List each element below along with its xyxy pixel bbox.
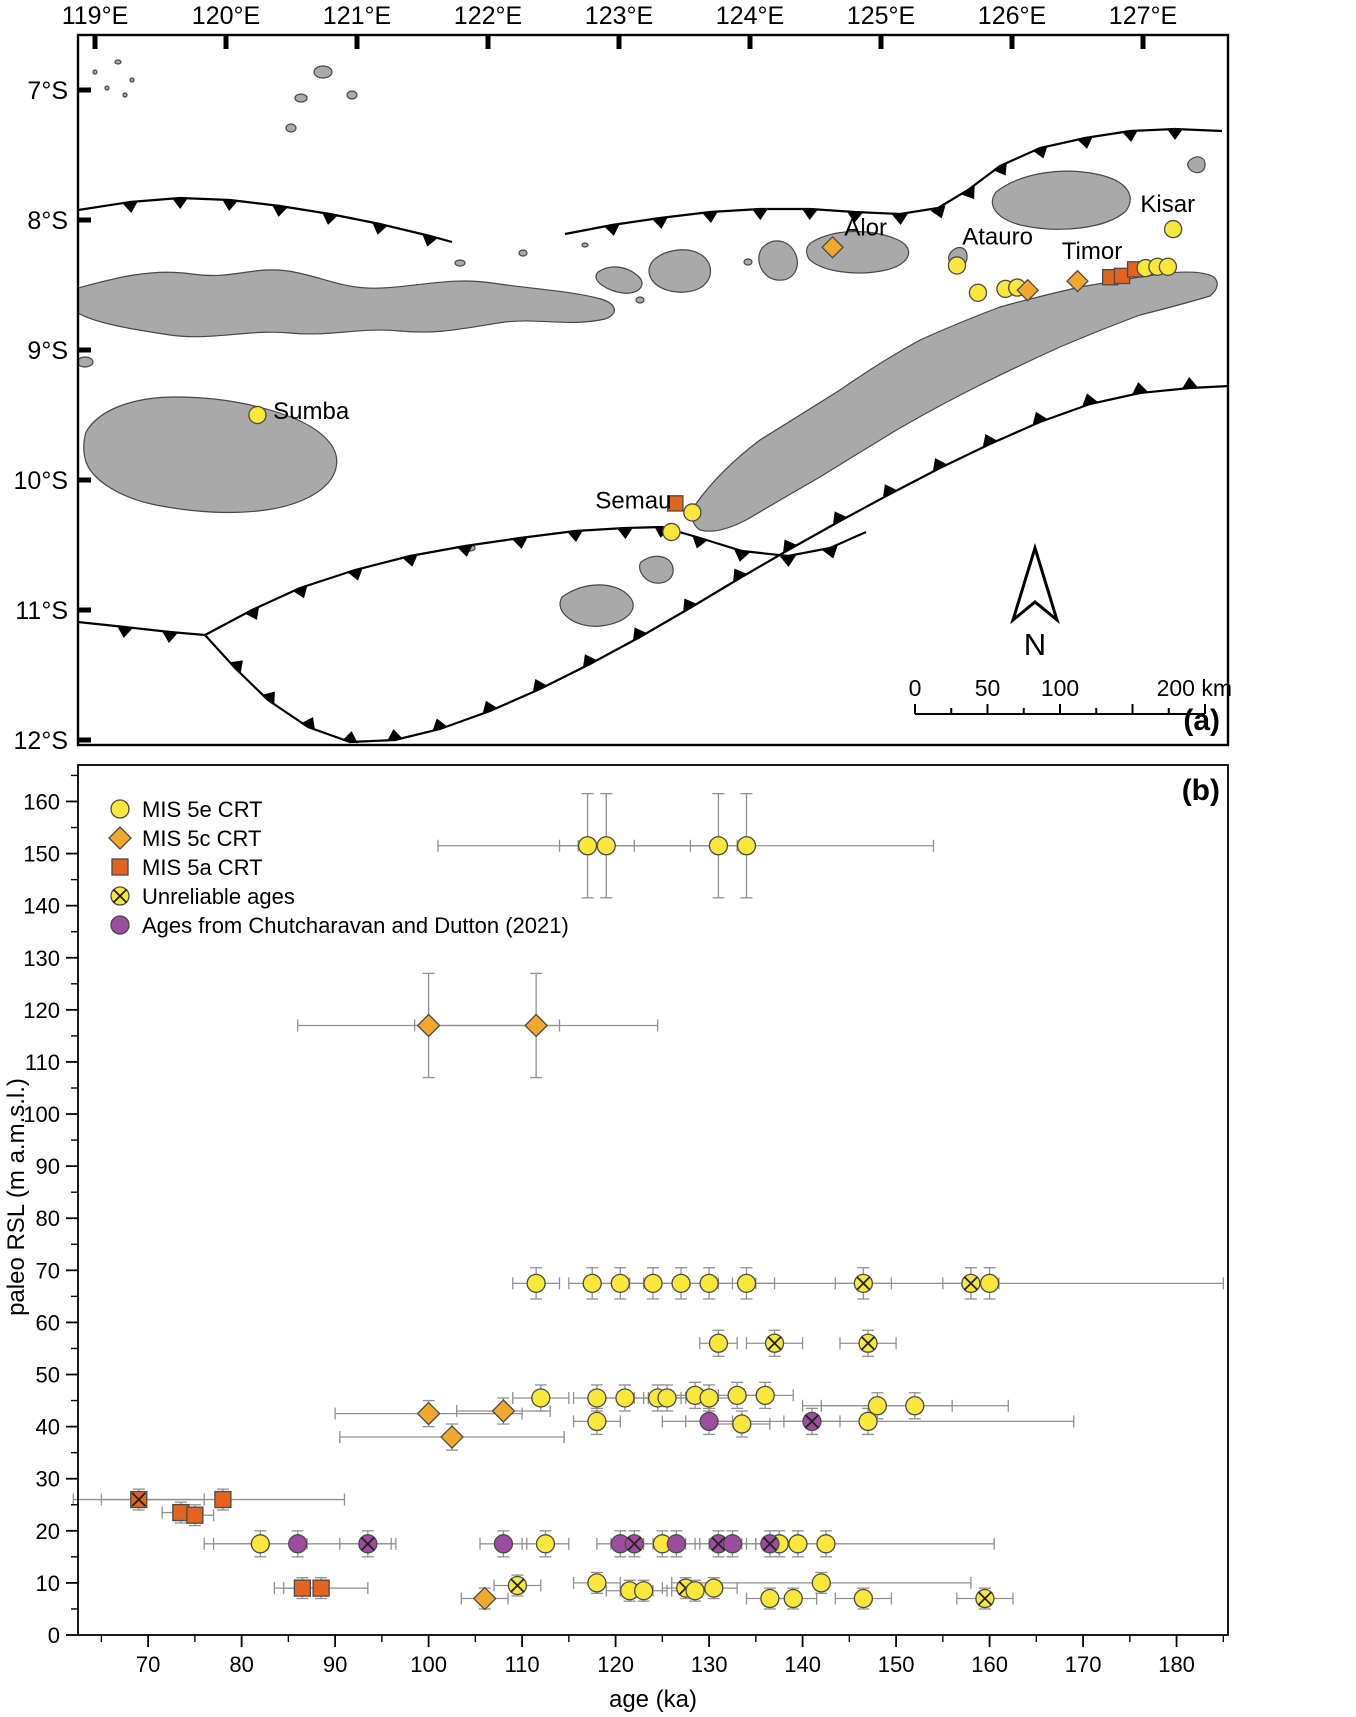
legend-label: MIS 5a CRT — [142, 855, 263, 880]
series-circle — [288, 1411, 822, 1554]
y-tick-label: 110 — [25, 1050, 60, 1075]
legend-label: MIS 5c CRT — [142, 826, 261, 851]
map-site-circle — [683, 503, 702, 522]
x-tick-label: 100 — [410, 1652, 447, 1677]
y-tick-label: 140 — [23, 894, 60, 919]
series-square — [130, 1490, 330, 1597]
y-tick-label: 50 — [36, 1363, 60, 1388]
x-tick-label: 160 — [971, 1652, 1008, 1677]
map-lon-label: 124°E — [716, 2, 784, 30]
map-site-square — [667, 495, 684, 512]
legend-label: Ages from Chutcharavan and Dutton (2021) — [142, 913, 569, 938]
map-place-label: Atauro — [962, 224, 1033, 251]
map-site-circle — [1158, 257, 1178, 277]
map-place-label: Alor — [844, 215, 887, 242]
map-north-arrow-and-scalebar: N 0 50 100 200 km — [909, 542, 1232, 715]
legend-item: Ages from Chutcharavan and Dutton (2021) — [110, 913, 569, 938]
y-tick-label: 0 — [48, 1623, 60, 1648]
x-tick-label: 70 — [136, 1652, 160, 1677]
x-tick-label: 90 — [323, 1652, 347, 1677]
x-tick-label: 140 — [784, 1652, 821, 1677]
map-place-label: Sumba — [273, 398, 350, 425]
legend-item: Unreliable ages — [110, 884, 295, 909]
map-geography — [79, 59, 1227, 744]
north-label: N — [1024, 627, 1046, 662]
map-site-circle — [662, 522, 681, 542]
panel-a-label: (a) — [1183, 704, 1220, 737]
y-tick-label: 20 — [36, 1519, 60, 1544]
map-site-circle — [947, 256, 967, 275]
y-tick-label: 130 — [23, 946, 60, 971]
legend-label: Unreliable ages — [142, 884, 295, 909]
y-tick-label: 150 — [23, 842, 60, 867]
map-place-labels: Alor Atauro Timor Kisar Sumba Semau — [273, 191, 1195, 514]
map-lon-label: 119°E — [62, 2, 129, 30]
map-place-label: Semau — [595, 488, 671, 515]
y-tick-label: 70 — [36, 1258, 60, 1283]
map-frame — [76, 33, 1230, 747]
chart-legend: MIS 5e CRT MIS 5c CRT MIS 5a CRT Unreliable… — [108, 797, 569, 938]
map-site-circle — [1163, 219, 1183, 239]
rsl-age-chart: 70 80 90 100 110 120 130 140 150 160 170 180 0 10 20 30… — [3, 764, 1229, 1713]
x-tick-label: 80 — [229, 1652, 253, 1677]
y-tick-label: 90 — [36, 1154, 60, 1179]
legend-label: MIS 5e CRT — [142, 797, 263, 822]
chart-axes: 70 80 90 100 110 120 130 140 150 160 170 180 0 10 20 30… — [3, 774, 1225, 1713]
y-tick-label: 80 — [36, 1206, 60, 1231]
map-lat-label: 10°S — [14, 467, 68, 495]
x-tick-label: 110 — [505, 1652, 540, 1677]
x-tick-label: 170 — [1065, 1652, 1102, 1677]
map-lat-label: 8°S — [27, 207, 68, 235]
scalebar-label: 50 — [975, 675, 1001, 701]
map-lon-label: 125°E — [847, 2, 915, 30]
map-lon-label: 120°E — [192, 2, 260, 30]
y-axis-title: paleo RSL (m a.m.s.l.) — [3, 1078, 30, 1316]
y-tick-label: 60 — [36, 1310, 60, 1335]
map-site-diamond — [821, 235, 844, 259]
north-arrow-icon — [1010, 542, 1060, 625]
x-tick-label: 120 — [597, 1652, 634, 1677]
series-circle — [250, 836, 1000, 1609]
scalebar-label: 100 — [1041, 675, 1079, 701]
legend-item: MIS 5e CRT — [110, 797, 263, 822]
map-graticule-labels: 119°E 120°E 121°E 122°E 123°E 124°E 125°E 126°E… — [14, 2, 1178, 755]
chart-data-points — [130, 836, 1000, 1611]
map-lon-label: 127°E — [1109, 2, 1177, 30]
map-site-diamond — [1066, 269, 1089, 293]
series-diamond — [416, 1013, 549, 1611]
map-place-label: Timor — [1062, 238, 1122, 265]
map-lat-label: 11°S — [15, 597, 68, 625]
map-lat-label: 12°S — [14, 727, 68, 755]
scalebar-label: 200 km — [1157, 675, 1232, 701]
y-tick-label: 120 — [23, 998, 60, 1023]
panel-b-label: (b) — [1181, 774, 1220, 807]
y-tick-label: 160 — [23, 789, 60, 814]
chart-frame — [77, 764, 1229, 1636]
scalebar-label: 0 — [909, 675, 922, 701]
x-tick-label: 180 — [1158, 1652, 1195, 1677]
y-tick-label: 30 — [36, 1467, 60, 1492]
map-place-label: Kisar — [1140, 191, 1195, 218]
map-site-circle — [248, 405, 267, 425]
map-lon-label: 123°E — [585, 2, 653, 30]
y-tick-label: 40 — [36, 1415, 60, 1440]
map-site-markers — [248, 219, 1183, 542]
map-site-diamond — [1016, 278, 1040, 302]
map-panel: 119°E 120°E 121°E 122°E 123°E 124°E 125°E 126°E… — [14, 2, 1232, 755]
map-lon-label: 121°E — [323, 2, 391, 30]
legend-item: MIS 5c CRT — [108, 826, 261, 851]
map-lat-label: 7°S — [27, 77, 68, 105]
legend-item: MIS 5a CRT — [111, 855, 263, 880]
x-tick-label: 130 — [691, 1652, 728, 1677]
map-lat-label: 9°S — [27, 337, 68, 365]
x-tick-label: 150 — [878, 1652, 915, 1677]
y-tick-label: 100 — [23, 1102, 60, 1127]
y-tick-label: 10 — [36, 1571, 60, 1596]
map-lon-label: 126°E — [978, 2, 1046, 30]
x-axis-title: age (ka) — [609, 1686, 697, 1713]
map-site-circle — [968, 283, 988, 303]
map-lon-label: 122°E — [454, 2, 522, 30]
